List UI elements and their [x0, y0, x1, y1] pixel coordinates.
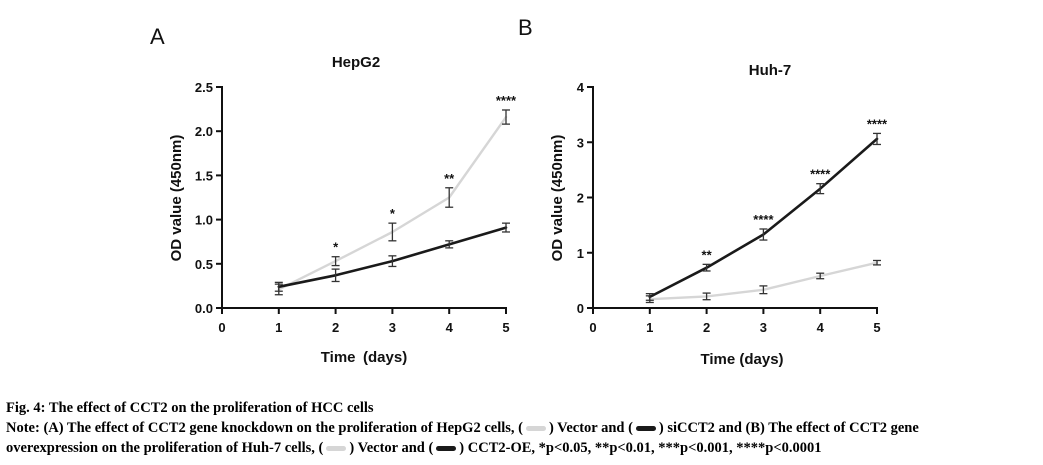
caption-text: ) siCCT2 and (B) The effect of CCT2 gene	[658, 420, 919, 436]
legend-swatch-dark	[436, 446, 457, 452]
panel-b-huh7: B Huh-7 0 1 2 3 4 5 0 1 2 3 4 Time (days) OD value (45…	[518, 15, 888, 368]
x-axis-label: Time (days)	[700, 351, 783, 368]
significance-marker: **	[702, 247, 713, 262]
figure: A HepG2 0 1 2 3 4 5 0.0 0.5 1.0 1.5 2.0 2.5 Time (days…	[150, 15, 888, 368]
significance-marker: ****	[753, 212, 774, 227]
y-tick-label: 0	[577, 301, 584, 316]
x-tick-label: 1	[275, 320, 282, 335]
significance-marker: ****	[496, 93, 517, 108]
chart-title: HepG2	[332, 54, 380, 71]
y-tick-label: 3	[577, 135, 584, 150]
legend-swatch-light	[525, 426, 546, 432]
y-tick-label: 0.5	[195, 257, 213, 272]
caption-text: overexpression on the proliferation of H…	[6, 440, 324, 456]
x-axis-label: Time (days)	[321, 349, 407, 366]
x-tick-label: 2	[332, 320, 339, 335]
legend-swatch-dark	[635, 426, 656, 432]
chart-title: Huh-7	[749, 62, 792, 79]
significance-marker: ****	[867, 116, 888, 131]
x-tick-label: 5	[873, 320, 880, 335]
figure-caption-title: Fig. 4: The effect of CCT2 on the prolif…	[6, 400, 374, 416]
x-tick-label: 3	[760, 320, 767, 335]
x-tick-label: 4	[817, 320, 825, 335]
y-axis-label: OD value (450nm)	[168, 135, 185, 262]
caption-text: ) Vector and (	[548, 420, 633, 436]
significance-marker: ****	[810, 167, 831, 182]
x-tick-label: 0	[589, 320, 596, 335]
significance-marker: **	[444, 171, 455, 186]
x-tick-label: 5	[502, 320, 509, 335]
x-tick-label: 4	[446, 320, 454, 335]
y-axis-label: OD value (450nm)	[549, 135, 566, 262]
y-tick-label: 0.0	[195, 301, 213, 316]
panel-letter: A	[150, 24, 165, 49]
y-tick-label: 1.5	[195, 168, 213, 183]
y-tick-label: 2	[577, 191, 584, 206]
y-tick-label: 1	[577, 246, 584, 261]
x-tick-label: 3	[389, 320, 396, 335]
significance-marker: *	[333, 240, 339, 255]
panel-a-hepg2: A HepG2 0 1 2 3 4 5 0.0 0.5 1.0 1.5 2.0 2.5 Time (days…	[150, 24, 517, 366]
significance-marker: *	[390, 206, 396, 221]
y-tick-label: 2.0	[195, 124, 213, 139]
panel-letter: B	[518, 15, 533, 40]
y-tick-label: 2.5	[195, 80, 213, 95]
legend-swatch-light	[326, 446, 347, 452]
y-tick-label: 1.0	[195, 213, 213, 228]
figure-caption-note-line-2: overexpression on the proliferation of H…	[6, 440, 821, 457]
y-tick-label: 4	[577, 80, 585, 95]
caption-text: ) CCT2-OE, *p<0.05, **p<0.01, ***p<0.001…	[459, 440, 822, 456]
x-tick-label: 2	[703, 320, 710, 335]
x-tick-label: 0	[218, 320, 225, 335]
caption-text: Note: (A) The effect of CCT2 gene knockd…	[6, 420, 523, 436]
x-tick-label: 1	[646, 320, 653, 335]
figure-caption-note-line-1: Note: (A) The effect of CCT2 gene knockd…	[6, 420, 919, 437]
caption-text: ) Vector and (	[349, 440, 434, 456]
